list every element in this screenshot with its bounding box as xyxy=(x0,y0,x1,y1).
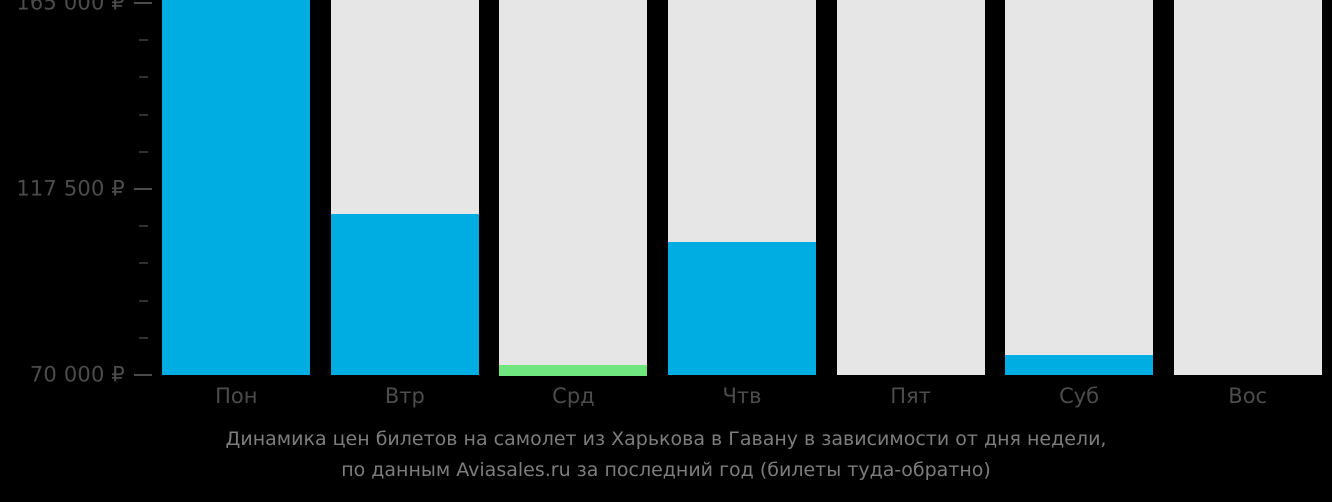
bar-Чтв[interactable] xyxy=(668,0,816,376)
y-axis-tick-minor xyxy=(139,336,148,339)
bar-fill xyxy=(1005,355,1154,375)
y-axis-label: 165 000 ₽ xyxy=(16,0,125,15)
y-axis-label: 117 500 ₽ xyxy=(16,176,125,201)
y-axis-tick-minor xyxy=(139,225,148,228)
bar-Пят[interactable] xyxy=(836,0,985,376)
bar-track xyxy=(836,0,985,375)
y-axis-tick-minor xyxy=(139,113,148,116)
caption-line-1: Динамика цен билетов на самолет из Харьк… xyxy=(225,428,1107,450)
x-axis-label-Втр: Втр xyxy=(384,384,425,408)
y-axis-tick-major xyxy=(134,374,152,376)
y-axis: 165 000 ₽ 117 500 ₽ 70 000 ₽ xyxy=(0,0,152,385)
x-axis: Пон Втр Срд Чтв Пят Суб Вос xyxy=(152,381,1332,415)
y-axis-label: 70 000 ₽ xyxy=(29,362,125,387)
chart-caption: Динамика цен билетов на самолет из Харьк… xyxy=(0,424,1332,486)
y-axis-tick-minor xyxy=(139,262,148,265)
x-axis-label-Пон: Пон xyxy=(215,384,258,408)
bar-track xyxy=(1005,0,1154,375)
y-axis-tick-major xyxy=(134,188,152,190)
x-axis-label-Чтв: Чтв xyxy=(722,384,762,408)
bar-Втр[interactable] xyxy=(330,0,479,376)
y-axis-tick-minor xyxy=(139,76,148,79)
y-axis-tick-minor xyxy=(139,150,148,153)
bar-track xyxy=(499,0,648,375)
y-axis-tick-minor xyxy=(139,39,148,42)
x-axis-label-Вос: Вос xyxy=(1228,384,1268,408)
x-axis-label-Пят: Пят xyxy=(890,384,931,408)
bar-Срд[interactable] xyxy=(499,0,648,376)
bar-fill xyxy=(162,0,311,375)
caption-line-2: по данным Aviasales.ru за последний год … xyxy=(341,459,991,481)
bar-fill xyxy=(499,364,648,376)
bar-Вос[interactable] xyxy=(1173,0,1322,376)
y-axis-tick-minor xyxy=(139,299,148,302)
bar-Суб[interactable] xyxy=(1005,0,1154,376)
y-axis-tick-major xyxy=(134,2,152,4)
x-axis-label-Суб: Суб xyxy=(1059,384,1100,408)
bar-fill xyxy=(668,242,816,375)
bar-fill xyxy=(330,213,479,375)
x-axis-label-Срд: Срд xyxy=(552,384,595,408)
bar-Пон[interactable] xyxy=(162,0,311,376)
bar-track xyxy=(1173,0,1322,375)
plot-area xyxy=(152,0,1332,376)
